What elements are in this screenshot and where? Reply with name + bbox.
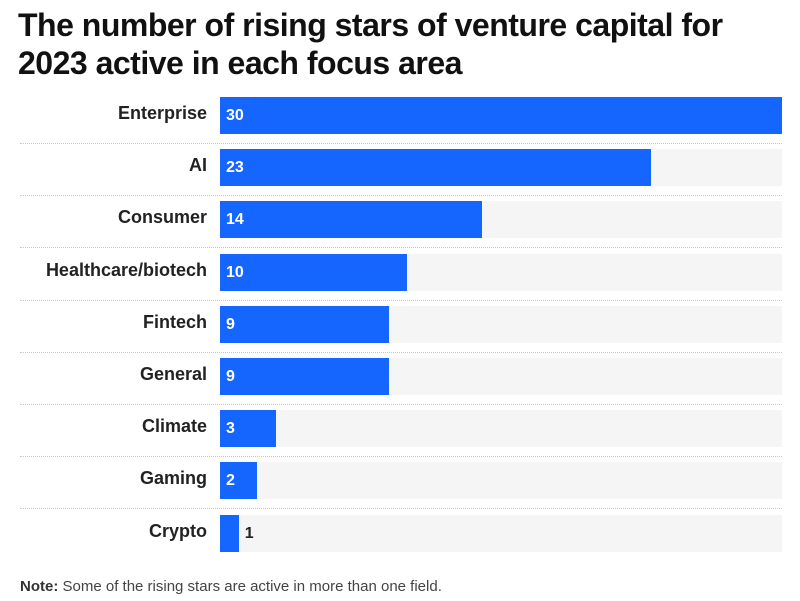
data-label: 9 [226,368,235,385]
row-divider [20,404,782,405]
bar-row: Enterprise 30 [0,92,800,144]
row-divider [20,351,782,353]
category-label: Fintech [142,311,207,332]
bar [220,201,483,239]
bar-track: 14 [220,201,782,239]
row-divider [20,195,782,197]
category-label: AI [189,155,207,176]
bar-track: 30 [220,97,782,134]
data-label: 10 [226,263,244,281]
data-label: 30 [226,107,244,124]
bar-row: Consumer 14 [0,196,800,249]
row-divider [20,299,782,301]
category-label: Enterprise [117,103,207,123]
bar-track: 1 [220,514,782,552]
bar-track: 9 [220,358,782,395]
bar-row: AI 23 [0,144,800,197]
data-label: 1 [244,524,254,542]
bar [220,97,782,134]
category-label: Consumer [117,207,207,228]
bar-track: 3 [220,410,782,448]
category-label: Gaming [139,468,207,489]
category-label: Crypto [149,520,207,541]
bar-row: Gaming 2 [0,457,800,510]
category-label: General [139,364,207,384]
row-divider [20,508,782,510]
bar [220,149,651,187]
bar-track: 10 [220,253,782,291]
data-label: 3 [226,420,235,438]
bar-track: 9 [220,305,782,343]
bar [220,514,239,552]
row-divider [20,456,782,458]
note-text: Some of the rising stars are active in m… [62,578,442,595]
bar [220,253,408,291]
bar-row: Crypto 1 [0,510,800,562]
bar [220,462,258,500]
data-label: 2 [226,472,235,490]
data-label: 9 [226,315,235,333]
category-label: Climate [141,416,207,437]
bar-chart: Enterprise 30 AI 23 Consumer 14 Healthcare/bio… [0,92,800,562]
bar-track: 2 [220,462,782,500]
note-label: Note: [20,578,59,595]
chart-note: Note: Some of the rising stars are activ… [20,578,442,595]
chart-title: The number of rising stars of venture ca… [18,7,723,81]
bar-row: General 9 [0,353,800,405]
category-label: Healthcare/biotech [45,259,207,280]
bar [220,358,389,395]
bar-row: Climate 3 [0,405,800,458]
row-divider [20,247,782,249]
bar [220,305,389,343]
bar-row: Healthcare/biotech 10 [0,249,800,301]
row-divider [20,143,782,144]
bar-track: 23 [220,149,782,187]
bar [220,410,277,448]
data-label: 14 [226,211,244,229]
data-label: 23 [226,159,244,177]
bar-row: Fintech 9 [0,301,800,353]
